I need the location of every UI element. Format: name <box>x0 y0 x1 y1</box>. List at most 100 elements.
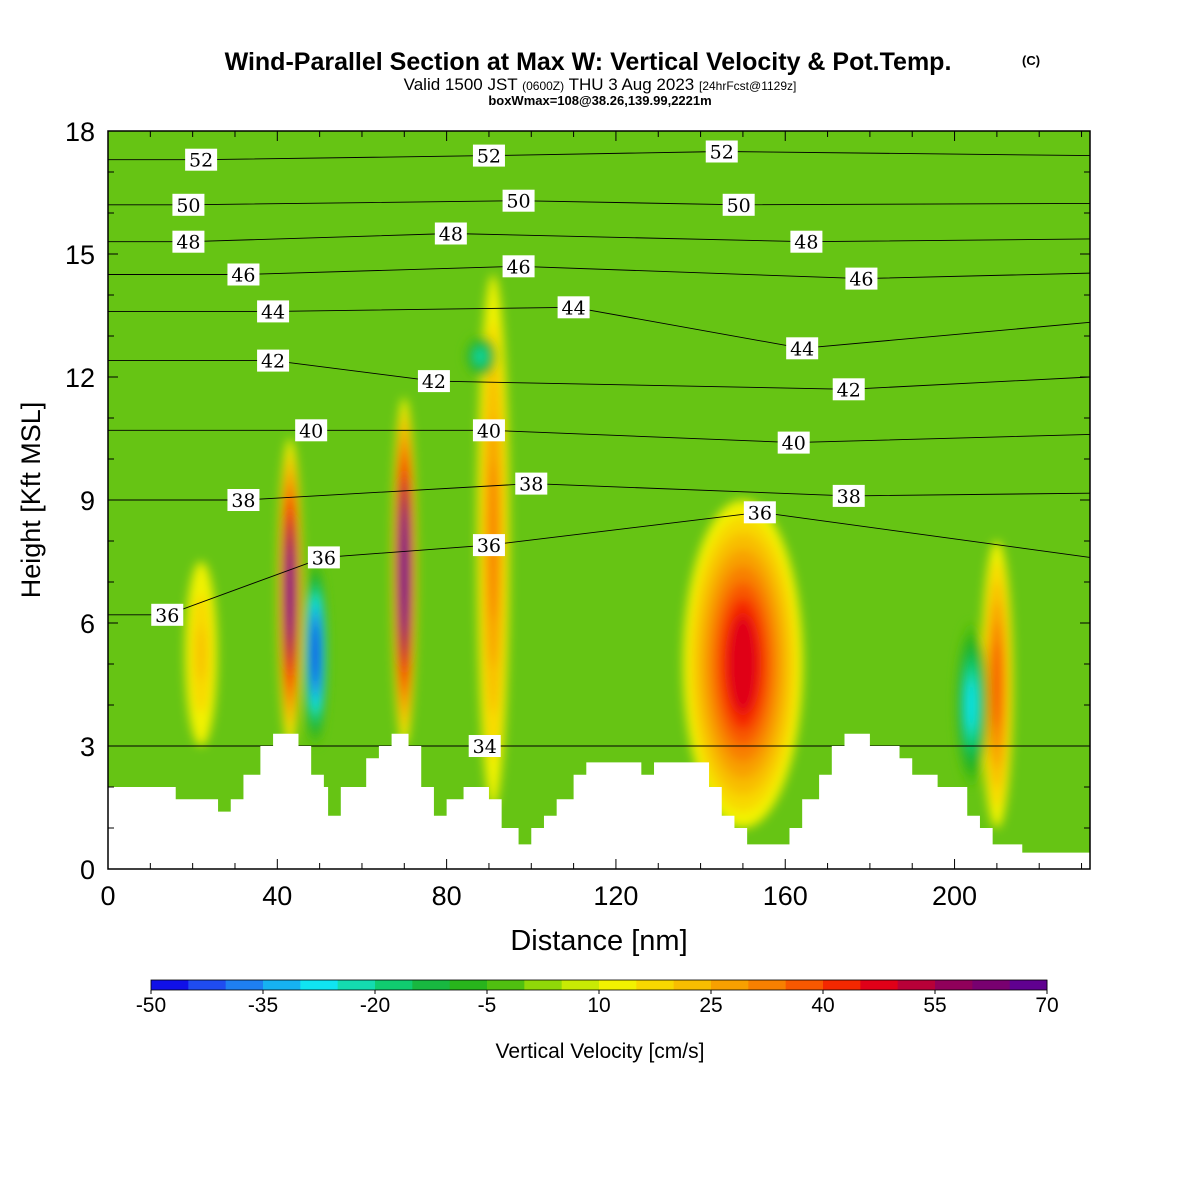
colorbar-swatch <box>1009 980 1048 990</box>
velocity-core-5 <box>727 614 758 714</box>
theta-label-box <box>227 489 260 511</box>
theta-label-box <box>472 144 505 167</box>
colorbar-swatch <box>375 980 413 990</box>
forecast-info: [24hrFcst@1129z] <box>699 79 796 93</box>
theta-label-text: 36 <box>748 502 772 524</box>
velocity-core-1 <box>312 626 319 682</box>
theta-label-text: 46 <box>849 269 873 291</box>
colorbar-swatch <box>972 980 1011 990</box>
colorbar-swatch <box>151 980 189 990</box>
y-tick-label: 0 <box>80 855 95 885</box>
theta-label-box <box>790 230 823 253</box>
colorbar-swatch <box>673 980 712 990</box>
theta-label-text: 36 <box>155 605 179 627</box>
theta-label-text: 36 <box>477 535 501 557</box>
theta-label: 48 <box>434 222 467 246</box>
theta-label: 48 <box>172 230 205 254</box>
theta-label: 48 <box>790 230 823 254</box>
colorbar-swatch <box>599 980 637 990</box>
x-tick-label: 120 <box>593 881 638 911</box>
theta-label-box <box>705 140 738 163</box>
theta-label-box <box>743 501 776 524</box>
colorbar-tick-label: 25 <box>699 994 722 1017</box>
colorbar-swatch <box>300 980 339 990</box>
valid-time-line: Valid 1500 JST (0600Z) THU 3 Aug 2023 [2… <box>404 75 797 94</box>
theta-label: 44 <box>557 296 590 319</box>
theta-label: 50 <box>722 193 755 217</box>
colorbar-swatch <box>897 980 936 990</box>
theta-label: 36 <box>743 501 776 524</box>
theta-label-text: 40 <box>782 433 806 455</box>
chart-title: Wind-Parallel Section at Max W: Vertical… <box>225 48 952 76</box>
theta-label-box <box>777 431 810 454</box>
colorbar-tick-label: 55 <box>923 994 946 1017</box>
theta-label-box <box>151 603 184 626</box>
theta-label-text: 40 <box>299 420 323 442</box>
theta-label: 40 <box>295 419 328 442</box>
theta-label-text: 42 <box>261 351 285 373</box>
velocity-core-8 <box>197 626 206 682</box>
theta-label: 46 <box>845 267 878 291</box>
theta-label-text: 44 <box>562 297 586 319</box>
theta-label-box <box>832 378 865 401</box>
theta-label: 36 <box>151 603 184 627</box>
theta-label-box <box>722 193 755 216</box>
velocity-core-6 <box>992 641 1001 728</box>
plot-area: 52 52 52 50 50 50 48 48 48 46 46 46 44 44 44 42 42 42 40 40… <box>108 131 1090 869</box>
theta-label-box <box>502 189 535 212</box>
theta-label-box <box>307 546 340 569</box>
y-tick-label: 15 <box>65 240 95 270</box>
colorbar-swatch <box>935 980 973 990</box>
velocity-core-2 <box>401 519 408 625</box>
colorbar-swatch <box>524 980 563 990</box>
theta-label-box <box>295 419 328 442</box>
velocity-core-7 <box>967 680 976 730</box>
colorbar-tick-label: 10 <box>587 994 610 1017</box>
x-tick-label: 80 <box>432 881 462 911</box>
y-tick-label: 6 <box>80 609 95 639</box>
colorbar-swatch <box>263 980 301 990</box>
colorbar-tick-label: -5 <box>478 994 497 1017</box>
colorbar-swatch <box>711 980 749 990</box>
theta-label-box <box>472 419 505 442</box>
colorbar-tick-label: 40 <box>811 994 834 1017</box>
theta-label-box <box>417 370 450 393</box>
theta-label: 34 <box>468 735 501 758</box>
theta-label-text: 44 <box>790 338 814 360</box>
theta-label-text: 52 <box>189 150 213 172</box>
theta-label: 38 <box>515 472 548 496</box>
colorbar-swatch <box>225 980 264 990</box>
theta-label: 44 <box>786 337 819 360</box>
theta-label-text: 52 <box>477 146 501 168</box>
theta-label-box <box>172 193 205 216</box>
theta-label-box <box>185 148 218 171</box>
theta-label: 42 <box>832 378 865 401</box>
colorbar-tick-label: -35 <box>248 994 278 1017</box>
theta-label-box <box>515 472 548 495</box>
valid-utc: (0600Z) <box>522 79 564 93</box>
theta-label-box <box>227 263 260 286</box>
theta-label: 50 <box>502 189 535 213</box>
velocity-field <box>185 274 1013 828</box>
theta-label-text: 44 <box>261 301 285 323</box>
colorbar-tick-label: 70 <box>1035 994 1058 1017</box>
theta-label-text: 50 <box>506 191 530 213</box>
colorbar-swatch <box>860 980 899 990</box>
theta-label: 50 <box>172 193 205 217</box>
theta-label: 46 <box>227 263 260 287</box>
theta-label-box <box>557 296 590 319</box>
theta-label-text: 48 <box>176 232 200 254</box>
theta-label-text: 50 <box>176 195 200 217</box>
theta-label: 52 <box>185 148 218 172</box>
theta-label-box <box>257 349 290 372</box>
theta-label-box <box>434 222 467 245</box>
theta-label-box <box>786 337 819 360</box>
theta-label-text: 38 <box>519 474 543 496</box>
velocity-core-0 <box>287 546 294 639</box>
y-tick-label: 12 <box>65 363 95 393</box>
theta-label-text: 36 <box>312 547 336 569</box>
theta-label-text: 38 <box>837 486 861 508</box>
theta-label-text: 46 <box>506 256 530 278</box>
colorbar-tick-label: -20 <box>360 994 390 1017</box>
valid-date: THU 3 Aug 2023 <box>569 75 695 94</box>
